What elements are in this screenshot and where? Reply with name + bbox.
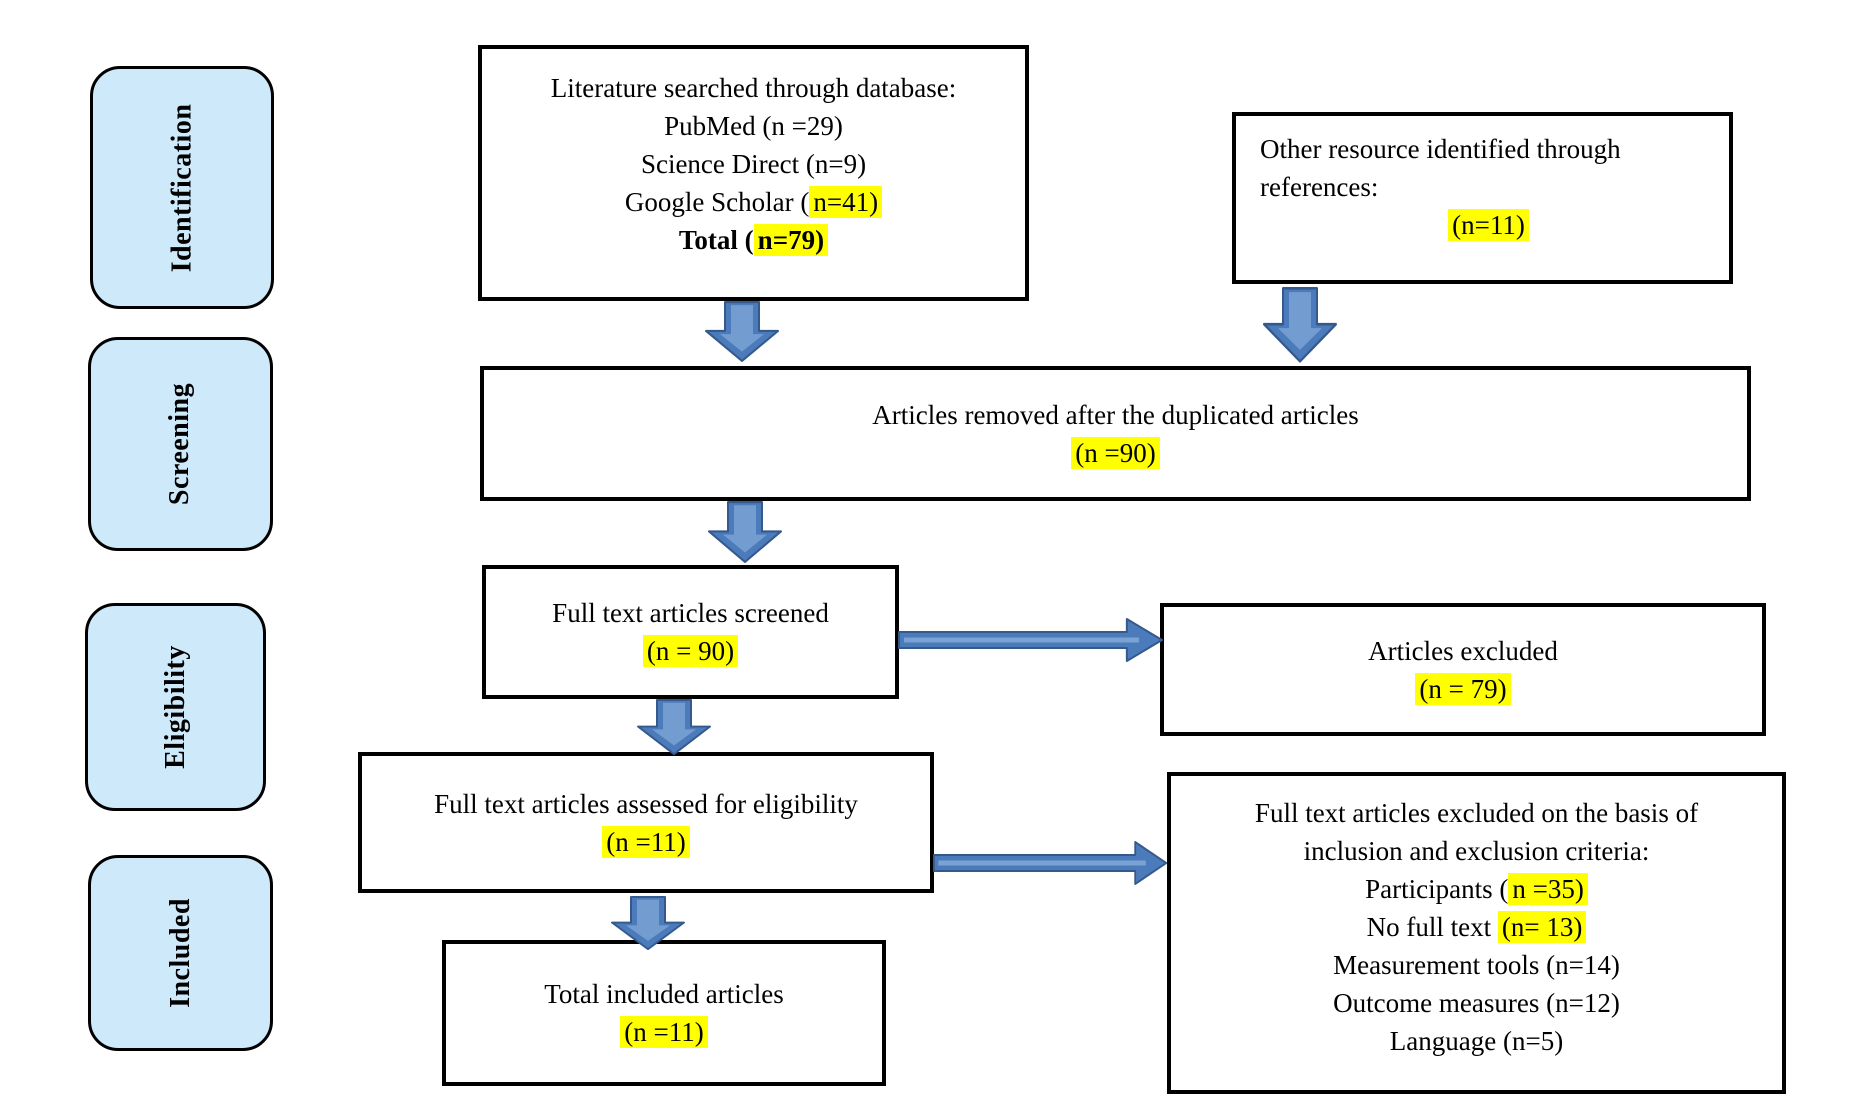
assessed-eligibility-box: Full text articles assessed for eligibil… [358,752,934,893]
box-text-line: Other resource identified through [1260,130,1717,168]
box-text-line: Full text articles excluded on the basis… [1171,794,1782,832]
highlighted-count: n=41) [809,186,883,218]
box-text-segment: Full text articles screened [552,598,829,628]
box-text-line: Articles removed after the duplicated ar… [484,396,1747,434]
highlighted-count: (n =11) [602,825,690,858]
box-text-line: Outcome measures (n=12) [1171,984,1782,1022]
highlighted-count: (n =11) [620,1016,708,1048]
highlighted-count: n =35) [1508,873,1588,905]
stage-label-eligibility: Eligibility [85,603,266,811]
box-text-segment: Language (n=5) [1389,1026,1564,1056]
other-resource-box: Other resource identified through referen… [1232,112,1733,284]
highlighted-count: (n =90) [1071,436,1160,469]
exclusion-criteria-box: Full text articles excluded on the basis… [1167,772,1786,1094]
box-text-segment: Total included articles [544,979,784,1009]
box-text-line: Science Direct (n=9) [482,145,1025,183]
flow-arrow-down-icon [704,301,780,363]
box-text-line: Participants (n =35) [1171,870,1782,908]
total-included-box: Total included articles (n =11) [442,940,886,1086]
box-text-segment: Participants ( [1365,874,1509,904]
box-text-line: Articles excluded [1164,632,1762,670]
stage-label-text: Included [164,898,196,1008]
stage-label-text: Identification [166,103,197,272]
highlighted-count: (n= 13) [1497,911,1587,943]
literature-search-box: Literature searched through database: Pub… [478,45,1029,301]
highlighted-count: (n = 79) [1415,672,1511,705]
box-text-segment: Full text articles excluded on the basis… [1254,798,1699,828]
box-text-line: (n = 90) [486,632,895,670]
flow-arrow-down-icon [707,501,783,564]
box-text-segment: inclusion and exclusion criteria: [1303,836,1650,866]
box-text-segment: references: [1260,172,1379,202]
box-text-line: PubMed (n =29) [482,107,1025,145]
box-text-segment: Articles removed after the duplicated ar… [872,399,1359,430]
box-text-line: inclusion and exclusion criteria: [1171,832,1782,870]
flow-arrow-down-icon [1262,287,1338,364]
stage-label-text: Screening [164,382,196,506]
box-text-line: (n =90) [484,434,1747,472]
box-text-line: Full text articles screened [486,594,895,632]
box-text-segment: Measurement tools (n=14) [1333,950,1620,980]
box-text-segment: Science Direct (n=9) [640,149,867,179]
box-text-line: Google Scholar (n=41) [482,183,1025,221]
flow-arrow-down-icon [610,896,686,951]
flow-arrow-down-icon [636,699,712,756]
flow-arrow-right-icon [933,840,1168,886]
box-text-line: Full text articles assessed for eligibil… [362,785,930,823]
duplicates-removed-box: Articles removed after the duplicated ar… [480,366,1751,501]
box-text-segment: Total ( [678,225,754,255]
flow-arrow-right-icon [898,617,1164,663]
box-text-line: (n = 79) [1164,670,1762,708]
box-text-line: No full text (n= 13) [1171,908,1782,946]
box-text-segment: Literature searched through database: [550,73,957,103]
full-text-screened-box: Full text articles screened (n = 90) [482,565,899,699]
highlighted-count: (n = 90) [642,635,739,667]
box-text-line: (n =11) [446,1013,882,1051]
box-text-segment: Full text articles assessed for eligibil… [434,788,858,819]
box-text-segment: Outcome measures (n=12) [1333,988,1620,1018]
box-text-line: references: [1260,168,1717,206]
stage-label-included: Included [88,855,273,1051]
box-text-segment: PubMed (n =29) [664,111,843,141]
box-text-line: Total included articles [446,975,882,1013]
box-text-segment: Google Scholar ( [624,187,810,217]
articles-excluded-box: Articles excluded (n = 79) [1160,603,1766,736]
box-text-segment: No full text [1366,912,1498,942]
box-text-segment: Articles excluded [1368,635,1558,666]
box-text-line: Measurement tools (n=14) [1171,946,1782,984]
box-text-segment: Other resource identified through [1260,134,1621,164]
highlighted-count: n=79) [753,224,829,256]
box-text-line: (n =11) [362,823,930,861]
highlighted-count: (n=11) [1448,209,1529,241]
box-text-line: Literature searched through database: [482,69,1025,107]
stage-label-identification: Identification [90,66,274,309]
box-text-line: Language (n=5) [1171,1022,1782,1060]
stage-label-text: Eligibility [159,645,191,769]
stage-label-screening: Screening [88,337,273,551]
box-text-line: Total (n=79) [482,221,1025,259]
box-text-line: (n=11) [1260,206,1717,244]
